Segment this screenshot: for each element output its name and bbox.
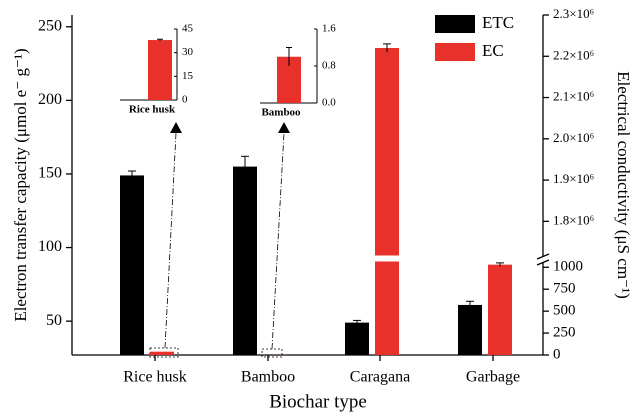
legend-label: ETC bbox=[482, 13, 514, 32]
legend-swatch bbox=[435, 43, 475, 61]
inset-tick-label: 45 bbox=[182, 23, 194, 35]
inset-bar bbox=[148, 40, 172, 100]
y2-tick-label: 1000 bbox=[553, 259, 583, 275]
y-tick-label: 150 bbox=[38, 165, 62, 182]
y2-tick-label: 1.9×10⁶ bbox=[553, 171, 594, 186]
x-tick-label: Caragana bbox=[350, 369, 410, 386]
bar bbox=[120, 175, 144, 355]
bar bbox=[458, 304, 482, 355]
bar bbox=[345, 322, 369, 355]
y-axis-label: Electron transfer capacity (μmol e⁻ g⁻¹) bbox=[11, 48, 30, 321]
y-tick-label: 50 bbox=[46, 312, 62, 329]
y-tick-label: 100 bbox=[38, 238, 62, 255]
y-tick-label: 250 bbox=[38, 17, 62, 34]
y2-tick-label: 2.3×10⁶ bbox=[553, 6, 594, 21]
x-tick-label: Bamboo bbox=[241, 369, 295, 386]
y-tick-label: 200 bbox=[38, 91, 62, 108]
y2-axis-label: Electrical conductivity (μS cm⁻¹) bbox=[614, 71, 633, 299]
inset-tick-label: 0 bbox=[182, 94, 188, 106]
legend-label: EC bbox=[482, 41, 504, 60]
y2-tick-label: 500 bbox=[553, 303, 576, 319]
y2-tick-label: 2.2×10⁶ bbox=[553, 47, 594, 62]
bar bbox=[150, 351, 174, 355]
inset-tick-label: 15 bbox=[182, 70, 194, 82]
inset-label: Bamboo bbox=[261, 107, 301, 119]
y2-tick-label: 1.8×10⁶ bbox=[553, 212, 594, 227]
arrow-head bbox=[170, 122, 182, 133]
inset-label: Rice husk bbox=[129, 104, 176, 116]
bar bbox=[375, 48, 399, 356]
inset-tick-label: 30 bbox=[182, 46, 194, 58]
y2-tick-label: 2.1×10⁶ bbox=[553, 89, 594, 104]
x-tick-label: Rice husk bbox=[123, 369, 187, 386]
axis-break-gap bbox=[374, 255, 400, 262]
y2-tick-label: 0 bbox=[553, 346, 561, 362]
y2-tick-label: 250 bbox=[553, 325, 576, 341]
x-tick-label: Garbage bbox=[466, 369, 520, 386]
legend-swatch bbox=[435, 15, 475, 33]
bar bbox=[233, 166, 257, 355]
arrow-head bbox=[278, 122, 290, 133]
inset-tick-label: 0.0 bbox=[322, 97, 336, 109]
inset-tick-label: 0.8 bbox=[322, 60, 336, 72]
x-axis-label: Biochar type bbox=[269, 391, 367, 412]
y2-tick-label: 2.0×10⁶ bbox=[553, 130, 594, 145]
bar bbox=[488, 264, 512, 355]
y2-tick-label: 750 bbox=[553, 281, 576, 297]
inset-tick-label: 1.6 bbox=[322, 23, 336, 35]
